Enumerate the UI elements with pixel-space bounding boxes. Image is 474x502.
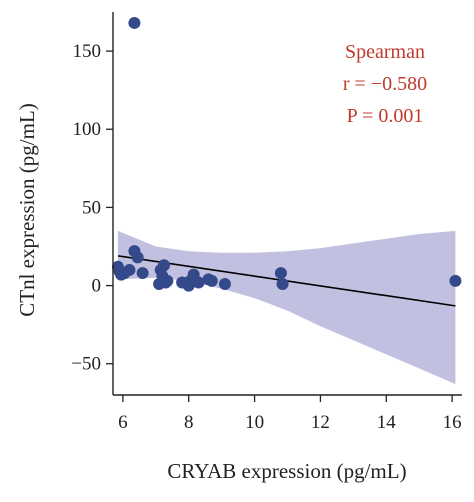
data-point [136, 267, 149, 280]
data-point [192, 276, 205, 289]
x-axis-title: CRYAB expression (pg/mL) [167, 459, 406, 483]
x-tick-label: 12 [311, 412, 330, 433]
data-point [449, 274, 462, 287]
x-tick-label: 6 [118, 412, 128, 433]
y-tick-label: 0 [92, 276, 102, 297]
y-tick-label: −50 [71, 354, 101, 375]
data-point [161, 274, 174, 287]
x-tick-label: 8 [184, 412, 194, 433]
confidence-band-layer [117, 230, 456, 385]
annotation-method: Spearman [345, 41, 425, 63]
data-point [131, 251, 144, 264]
x-tick-label: 16 [443, 412, 462, 433]
annotation-r: r = −0.580 [343, 73, 427, 95]
data-point [218, 278, 231, 291]
y-axis-title: CTnl expression (pg/mL) [15, 103, 39, 316]
data-points-layer [111, 16, 462, 292]
x-tick-label: 14 [377, 412, 397, 433]
axes: 6 8 10 12 14 16 −50 0 50 100 150 [71, 12, 462, 433]
annotation-p: P = 0.001 [347, 105, 424, 127]
data-point [276, 278, 289, 291]
x-tick-label: 10 [245, 412, 264, 433]
data-point [205, 274, 218, 287]
y-tick-label: 50 [82, 197, 101, 218]
y-tick-label: 150 [73, 41, 102, 62]
data-point [128, 16, 141, 29]
data-point [123, 263, 136, 276]
data-point [158, 259, 171, 272]
y-tick-label: 100 [73, 119, 102, 140]
confidence-band [117, 230, 456, 385]
data-point [274, 267, 287, 280]
